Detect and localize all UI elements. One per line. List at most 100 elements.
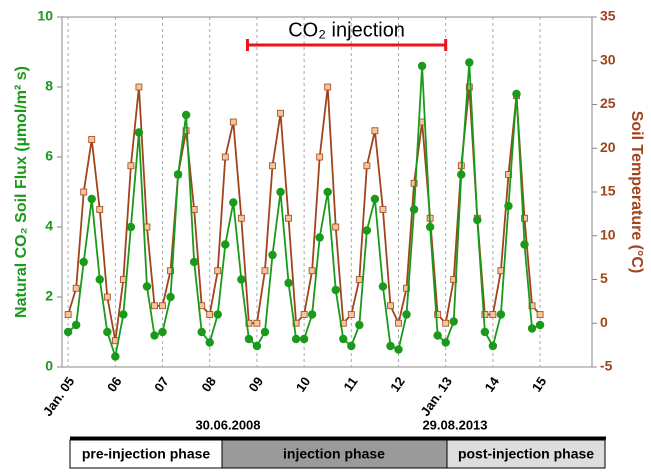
marker: [434, 311, 442, 318]
y2-tick-label: 30: [600, 51, 616, 67]
marker: [213, 310, 222, 319]
marker: [402, 310, 411, 319]
marker: [150, 331, 159, 340]
marker: [409, 205, 419, 214]
marker: [189, 257, 199, 267]
marker: [63, 327, 73, 337]
marker: [535, 320, 545, 330]
marker: [103, 293, 111, 301]
x-tick-label: Jan. 13: [417, 374, 455, 419]
marker: [332, 223, 340, 231]
marker: [512, 89, 521, 99]
y2-axis-label: Soil Temperature (°C): [628, 111, 645, 274]
marker: [299, 334, 309, 344]
marker: [379, 206, 387, 213]
x-tick-label: 10: [293, 374, 314, 394]
marker: [300, 311, 308, 318]
marker: [316, 153, 324, 161]
marker: [425, 222, 435, 232]
marker: [214, 267, 222, 275]
marker: [205, 338, 214, 347]
marker: [496, 310, 506, 319]
y2-tick-label: -5: [600, 358, 613, 374]
phase-box: [446, 439, 606, 469]
marker: [237, 275, 246, 284]
marker: [252, 341, 262, 351]
timeline: 30.06.2008 29.08.2013 pre-injection phas…: [69, 417, 606, 469]
marker: [371, 127, 379, 135]
marker: [229, 118, 237, 126]
marker: [80, 188, 88, 196]
marker: [88, 136, 96, 143]
marker: [528, 302, 536, 310]
marker: [441, 338, 450, 347]
marker: [229, 198, 238, 207]
marker: [395, 319, 402, 327]
x-tick-label: 07: [151, 374, 172, 394]
marker: [134, 128, 144, 137]
marker: [173, 170, 183, 179]
marker: [244, 334, 254, 344]
marker: [245, 319, 253, 327]
y-tick-label: 2: [45, 288, 53, 304]
marker: [457, 170, 466, 179]
marker: [480, 327, 490, 337]
date-label: 30.06.2008: [195, 417, 260, 432]
marker: [504, 201, 513, 211]
marker: [142, 282, 152, 291]
marker: [72, 284, 80, 292]
marker: [481, 311, 489, 318]
marker: [347, 341, 356, 351]
marker: [126, 222, 136, 232]
marker: [473, 215, 482, 225]
marker: [323, 187, 332, 197]
annotation-text: CO₂ injection: [288, 19, 405, 41]
y-tick-label: 6: [45, 148, 53, 164]
marker: [221, 153, 229, 161]
x-tick-label: 08: [198, 374, 219, 394]
marker: [433, 331, 442, 340]
y2-tick-label: 0: [600, 314, 608, 330]
x-tick-label: 15: [529, 374, 550, 394]
marker: [521, 214, 528, 222]
marker: [386, 341, 395, 351]
x-tick-label: 14: [482, 373, 503, 394]
marker: [347, 311, 355, 318]
marker: [197, 327, 206, 337]
marker: [277, 109, 284, 117]
y2-tick-label: 10: [600, 226, 616, 242]
marker: [151, 302, 158, 310]
marker: [308, 267, 316, 275]
phase-box: [69, 439, 223, 469]
marker: [355, 276, 363, 283]
marker: [465, 58, 474, 67]
y2-tick-label: 25: [600, 95, 616, 111]
y-tick-label: 0: [45, 358, 53, 374]
marker: [158, 327, 167, 337]
marker: [269, 162, 276, 170]
marker: [410, 179, 418, 187]
marker: [253, 319, 261, 327]
marker: [64, 311, 72, 318]
marker: [355, 320, 364, 330]
marker: [79, 257, 88, 267]
marker: [276, 187, 285, 197]
x-tick-label: Jan. 05: [40, 374, 78, 419]
marker: [394, 345, 403, 354]
date-label: 29.08.2013: [422, 417, 487, 432]
marker: [260, 327, 270, 337]
marker: [536, 311, 544, 318]
marker: [339, 334, 348, 344]
marker: [387, 302, 394, 310]
marker: [331, 285, 340, 295]
x-tick-label: 11: [340, 374, 360, 394]
phase-label: post-injection phase: [458, 446, 594, 462]
marker: [417, 61, 427, 71]
marker: [291, 334, 301, 344]
y-tick-label: 4: [45, 218, 53, 234]
marker: [159, 302, 166, 310]
marker: [370, 194, 380, 204]
marker: [221, 240, 230, 249]
marker: [181, 110, 191, 120]
